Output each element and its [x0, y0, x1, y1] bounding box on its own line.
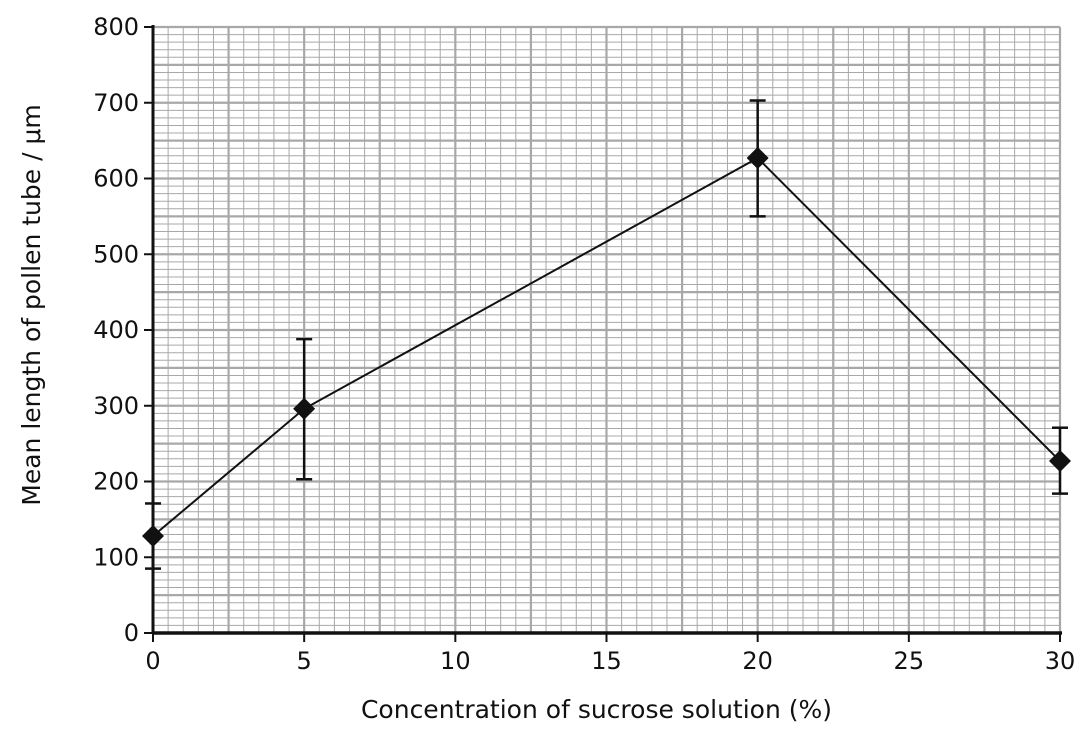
y-tick-label: 500 [93, 240, 139, 268]
y-tick-label: 600 [93, 165, 139, 193]
x-tick-label: 30 [1045, 647, 1076, 675]
grid [151, 25, 1062, 635]
series-line [152, 156, 1061, 537]
x-tick-label: 0 [145, 647, 160, 675]
y-tick-label: 700 [93, 89, 139, 117]
y-tick-label: 100 [93, 543, 139, 571]
data-point-diamond [293, 397, 316, 420]
data-point-diamond [142, 525, 164, 548]
data-point-diamond [1049, 450, 1071, 473]
y-tick-label: 0 [124, 619, 139, 647]
x-tick-label: 10 [440, 647, 471, 675]
x-tick-label: 15 [591, 647, 622, 675]
y-tick-label: 400 [93, 316, 139, 344]
x-axis-title: Concentration of sucrose solution (%) [361, 695, 832, 724]
x-tick-label: 25 [894, 647, 925, 675]
x-tick-label: 5 [297, 647, 312, 675]
y-tick-label: 800 [93, 13, 139, 41]
data-point-diamond [746, 147, 769, 170]
y-axis-title: Mean length of pollen tube / μm [17, 104, 46, 505]
y-tick-label: 200 [93, 468, 139, 496]
y-tick-label: 300 [93, 392, 139, 420]
data-series [142, 99, 1071, 570]
tick-labels: 0 100 200 300 400 500 600 700 800 0 5 10 15 20 25 30 [93, 13, 1075, 675]
x-tick-label: 20 [742, 647, 773, 675]
